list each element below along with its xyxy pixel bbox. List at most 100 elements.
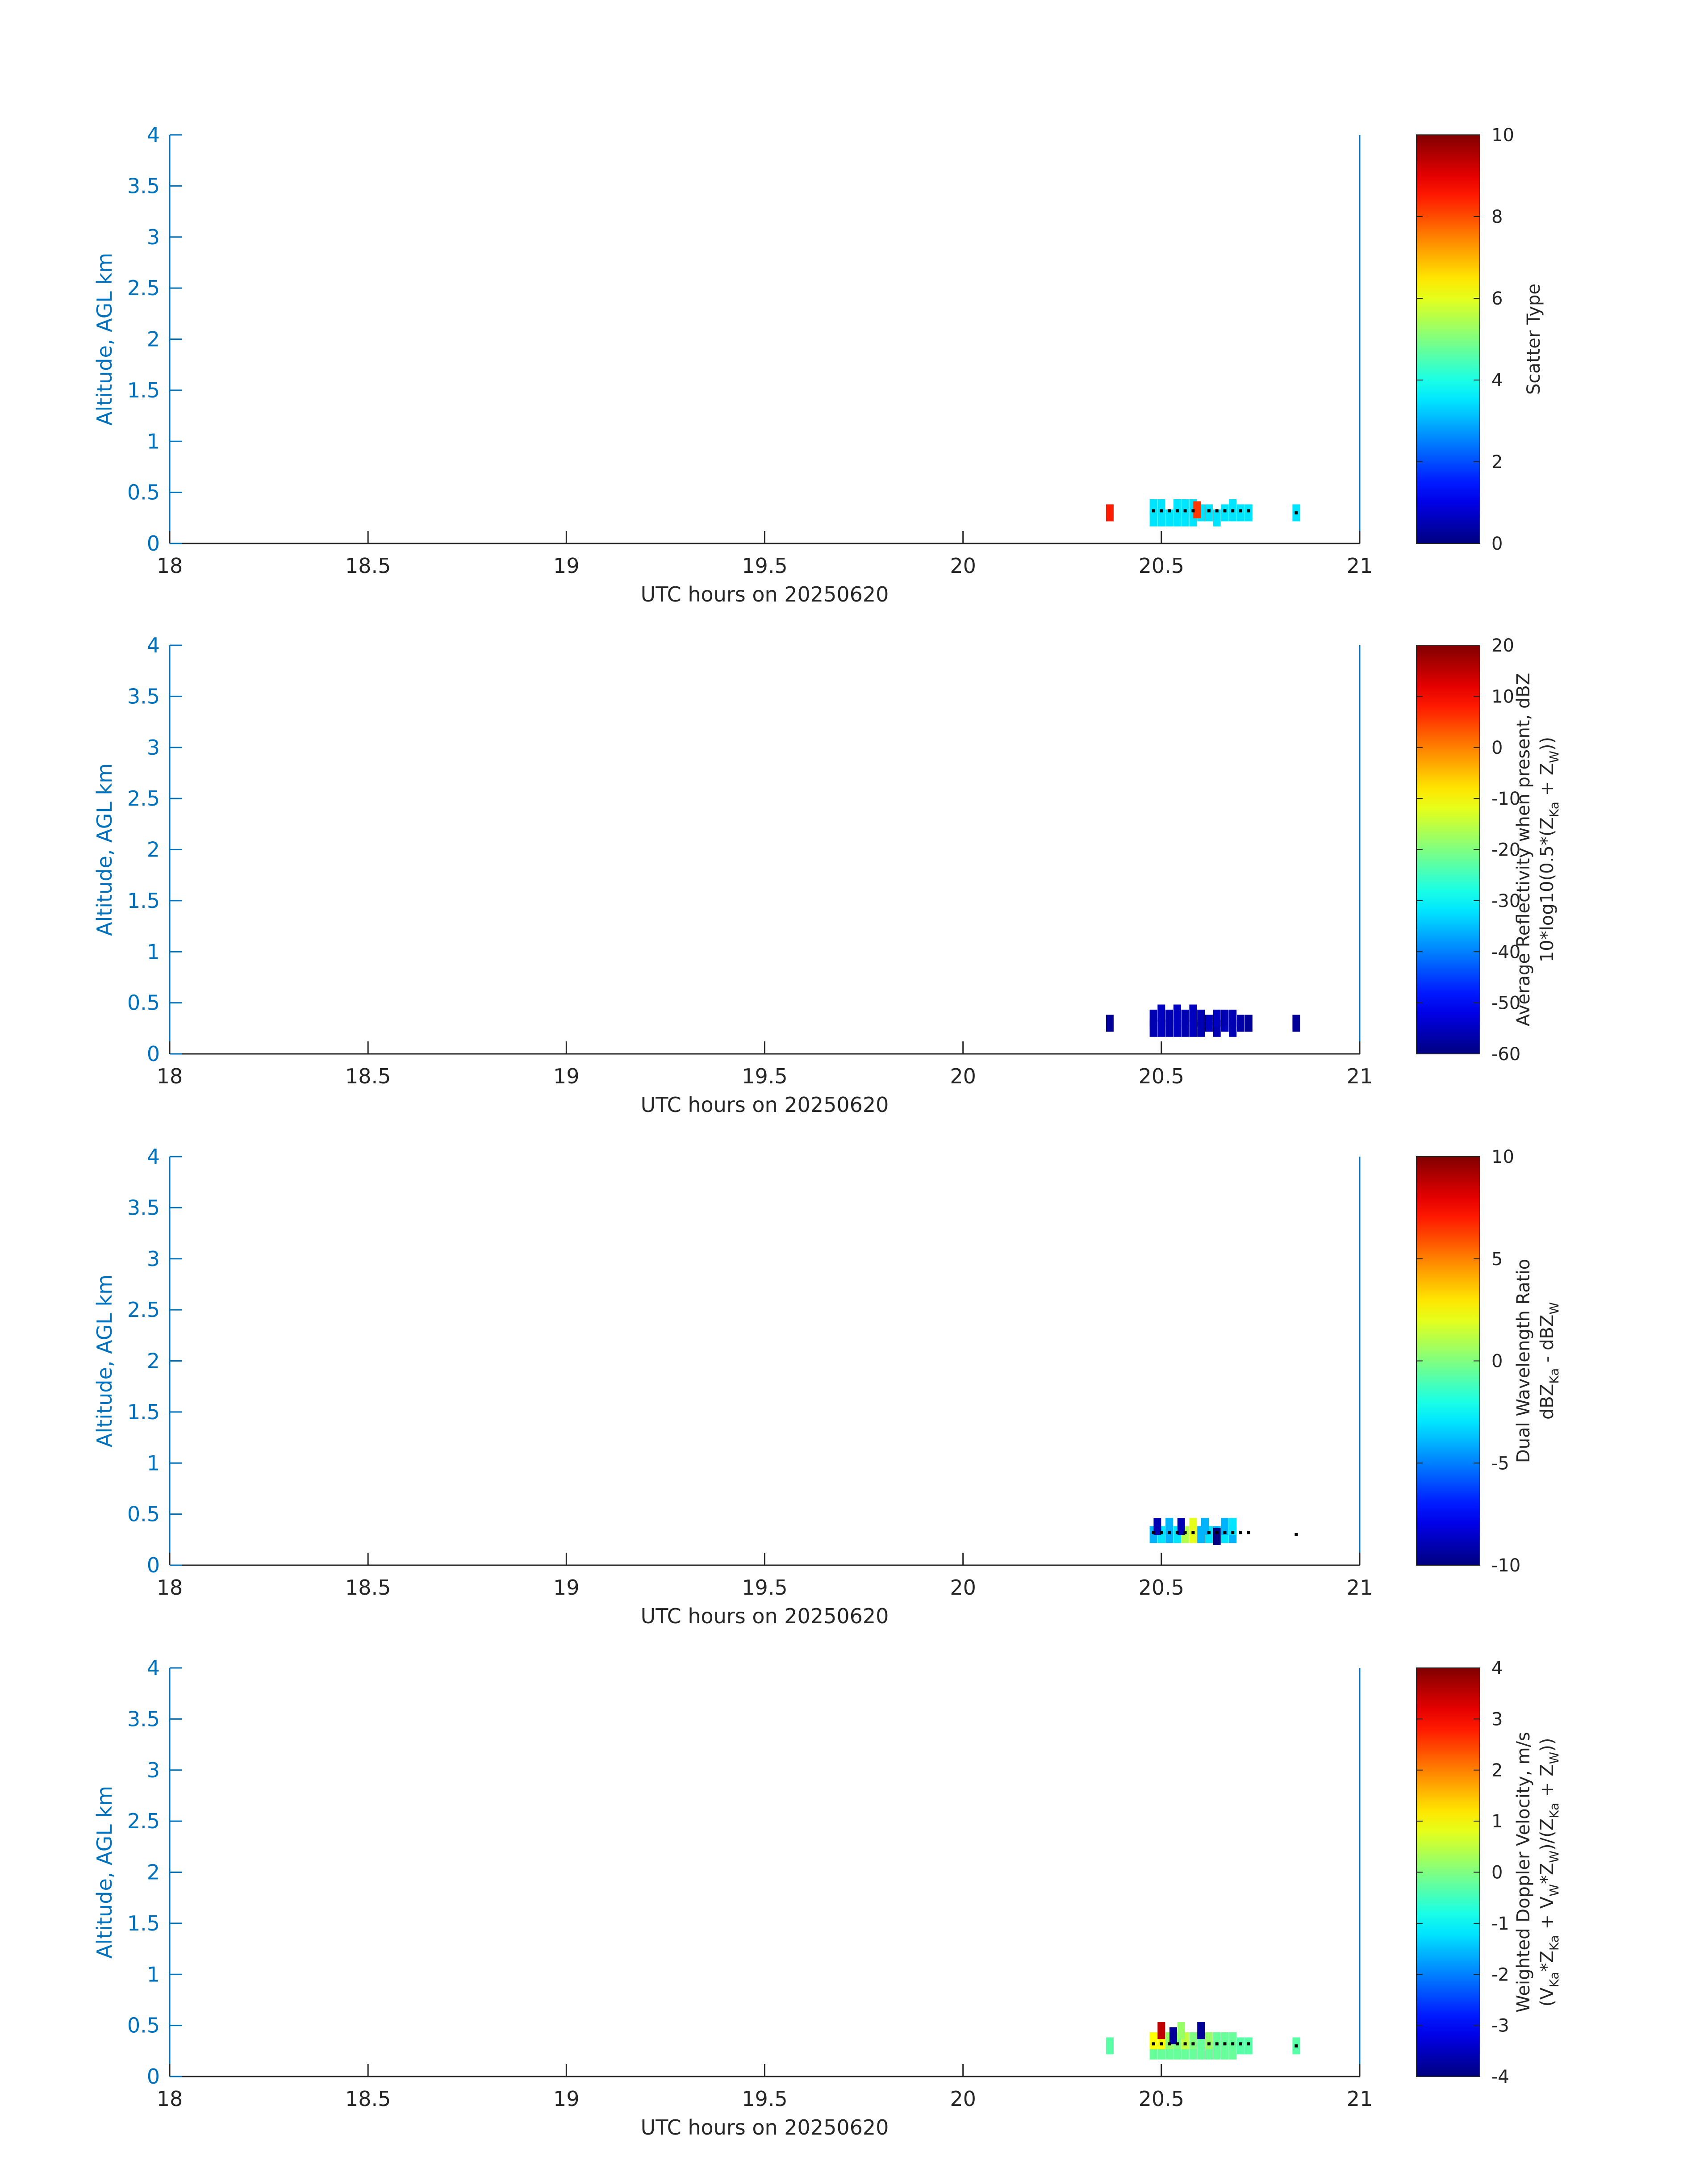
data-marker	[1247, 1531, 1250, 1534]
x-axis-label: UTC hours on 20250620	[641, 1604, 889, 1628]
x-tick-label: 19	[553, 2087, 580, 2111]
colorbar-tick-label: 0	[1491, 1863, 1503, 1883]
y-tick-label: 1	[147, 940, 160, 964]
x-tick-label: 19.5	[742, 2087, 787, 2111]
data-cell	[1229, 2032, 1237, 2049]
y-tick-label: 2	[147, 1349, 160, 1373]
x-tick-label: 18	[157, 554, 183, 578]
y-tick-label: 0.5	[127, 1502, 160, 1526]
data-cell	[1205, 2032, 1213, 2049]
data-marker	[1175, 1531, 1179, 1534]
x-tick-label: 20	[950, 1064, 976, 1088]
data-cell	[1213, 1009, 1221, 1027]
x-tick-label: 20	[950, 1575, 976, 1600]
colorbar-tick-label: 0	[1491, 738, 1503, 758]
data-cell	[1157, 1020, 1165, 1037]
data-marker	[1247, 509, 1250, 513]
data-cell	[1106, 1015, 1114, 1032]
colorbar-tick-label: -2	[1491, 1964, 1509, 1985]
colorbar-tick-label: -30	[1491, 891, 1520, 911]
x-tick-label: 21	[1347, 2087, 1373, 2111]
y-axis-label: Altitude, AGL km	[92, 763, 117, 936]
y-tick-label: 0.5	[127, 991, 160, 1015]
y-tick-label: 2	[147, 327, 160, 351]
data-cell	[1237, 2037, 1244, 2055]
data-marker	[1207, 1531, 1211, 1534]
data-cell	[1165, 1009, 1173, 1027]
data-cell	[1173, 1004, 1181, 1022]
colorbar-label: Average Reflectivity when present, dBZ	[1513, 673, 1534, 1026]
y-tick-label: 0	[147, 2064, 160, 2089]
data-marker	[1191, 2042, 1195, 2046]
x-tick-label: 19.5	[742, 1575, 787, 1600]
data-marker	[1207, 509, 1211, 513]
colorbar-tick-label: -1	[1491, 1914, 1509, 1934]
data-cell	[1106, 504, 1114, 522]
data-marker	[1239, 1531, 1242, 1534]
colorbar-tick-label: 10	[1491, 1147, 1514, 1167]
data-cell	[1149, 499, 1157, 516]
y-axis-label: Altitude, AGL km	[92, 1786, 117, 1959]
data-cell	[1213, 1528, 1221, 1545]
colorbar-tick-label: -10	[1491, 789, 1520, 809]
colorbar-tick-label: 4	[1491, 1658, 1503, 1679]
data-cell	[1165, 1518, 1173, 1535]
y-tick-label: 2	[147, 838, 160, 862]
colorbar-formula: dBZKa - dBZW	[1537, 1302, 1562, 1420]
data-cell	[1173, 499, 1181, 516]
panel-3: 0 0.5 1 1.5 2 2.5 3 3.5 4 18 18.5 19 19.5 20 20.5 21 UTC…	[92, 1145, 1562, 1628]
colorbar-tick-label: 1	[1491, 1811, 1503, 1832]
data-marker	[1215, 509, 1219, 513]
data-marker	[1175, 2042, 1179, 2046]
data-marker	[1247, 2042, 1250, 2046]
y-tick-label: 2.5	[127, 786, 160, 811]
data-cell	[1221, 504, 1229, 522]
x-tick-label: 18	[157, 1064, 183, 1088]
data-marker	[1295, 1533, 1298, 1536]
data-cell	[1153, 1518, 1161, 1535]
data-cell	[1221, 1009, 1229, 1027]
y-tick-label: 0	[147, 1553, 160, 1577]
colorbar-formula: 10*log10(0.5*(ZKa + ZW))	[1537, 737, 1562, 962]
data-cell	[1177, 2022, 1185, 2039]
data-marker	[1215, 1531, 1219, 1534]
data-marker	[1191, 509, 1195, 513]
y-axis-label: Altitude, AGL km	[92, 253, 117, 426]
colorbar-formula: (VKa*ZKa + VW*ZW)/(ZKa + ZW))	[1537, 1738, 1562, 2007]
y-tick-label: 0	[147, 531, 160, 556]
y-tick-label: 4	[147, 633, 160, 657]
x-tick-label: 19	[553, 1064, 580, 1088]
colorbar-tick-label: 4	[1491, 370, 1503, 391]
x-tick-label: 19	[553, 1575, 580, 1600]
y-tick-label: 1.5	[127, 1911, 160, 1935]
colorbar-tick-label: 2	[1491, 1760, 1503, 1781]
x-tick-label: 18	[157, 2087, 183, 2111]
colorbar	[1416, 645, 1480, 1054]
y-tick-label: 1	[147, 1451, 160, 1475]
colorbar-tick-label: -4	[1491, 2067, 1509, 2087]
data-cell	[1197, 1009, 1205, 1027]
data-cell	[1292, 1015, 1300, 1032]
data-cell	[1193, 501, 1201, 518]
data-cell	[1157, 1004, 1165, 1022]
colorbar-label: Weighted Doppler Velocity, m/s	[1513, 1732, 1534, 2013]
data-marker	[1175, 509, 1179, 513]
data-marker	[1223, 509, 1227, 513]
y-tick-label: 2.5	[127, 1298, 160, 1322]
y-tick-label: 0	[147, 1042, 160, 1066]
data-cell	[1213, 509, 1221, 526]
x-tick-label: 19.5	[742, 554, 787, 578]
data-marker	[1183, 509, 1187, 513]
y-tick-label: 1.5	[127, 378, 160, 402]
data-cell	[1244, 504, 1253, 522]
colorbar-tick-label: 5	[1491, 1249, 1503, 1270]
data-cell	[1205, 504, 1213, 522]
data-cell	[1237, 1015, 1244, 1032]
colorbar	[1416, 134, 1480, 544]
data-cell	[1197, 2022, 1205, 2039]
colorbar-tick-label: 2	[1491, 452, 1503, 472]
data-cell	[1229, 1518, 1237, 1535]
